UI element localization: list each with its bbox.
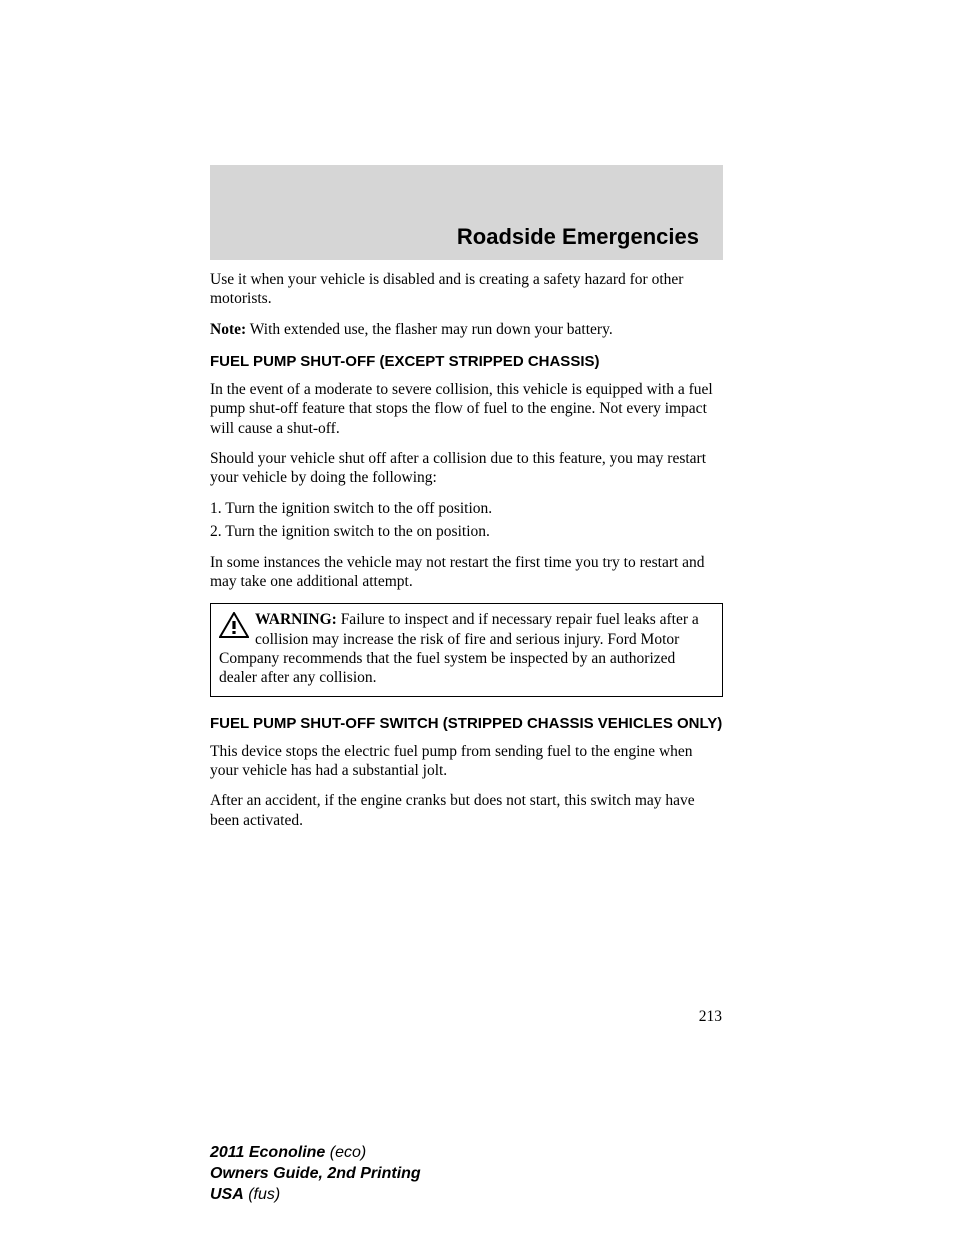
section2-p1: This device stops the electric fuel pump… — [210, 742, 723, 781]
note-label: Note: — [210, 321, 246, 338]
section1-step2: 2. Turn the ignition switch to the on po… — [210, 522, 723, 541]
footer-region-code: (fus) — [244, 1186, 280, 1203]
warning-triangle-icon — [219, 612, 249, 643]
warning-box: WARNING: Failure to inspect and if neces… — [210, 603, 723, 697]
footer-guide: Owners Guide, 2nd Printing — [210, 1165, 421, 1182]
section1-p3: In some instances the vehicle may not re… — [210, 553, 723, 592]
footer-model: 2011 Econoline — [210, 1144, 325, 1161]
page-title: Roadside Emergencies — [457, 224, 699, 250]
note-paragraph: Note: With extended use, the flasher may… — [210, 320, 723, 339]
intro-paragraph: Use it when your vehicle is disabled and… — [210, 270, 723, 309]
section2-heading: FUEL PUMP SHUT-OFF SWITCH (STRIPPED CHAS… — [210, 715, 723, 734]
page-content: Use it when your vehicle is disabled and… — [210, 270, 723, 841]
footer: 2011 Econoline (eco) Owners Guide, 2nd P… — [210, 1143, 421, 1205]
warning-label: WARNING: — [255, 611, 337, 628]
section1-p1: In the event of a moderate to severe col… — [210, 380, 723, 438]
section1-p2: Should your vehicle shut off after a col… — [210, 449, 723, 488]
footer-line2: Owners Guide, 2nd Printing — [210, 1164, 421, 1185]
footer-line3: USA (fus) — [210, 1185, 421, 1206]
footer-model-code: (eco) — [325, 1144, 366, 1161]
section1-heading: FUEL PUMP SHUT-OFF (EXCEPT STRIPPED CHAS… — [210, 353, 723, 372]
section1-step1: 1. Turn the ignition switch to the off p… — [210, 499, 723, 518]
header-gray-block: Roadside Emergencies — [210, 165, 723, 260]
footer-region: USA — [210, 1186, 244, 1203]
page-number: 213 — [699, 1008, 722, 1026]
footer-line1: 2011 Econoline (eco) — [210, 1143, 421, 1164]
note-text: With extended use, the flasher may run d… — [246, 321, 613, 338]
section2-p2: After an accident, if the engine cranks … — [210, 791, 723, 830]
